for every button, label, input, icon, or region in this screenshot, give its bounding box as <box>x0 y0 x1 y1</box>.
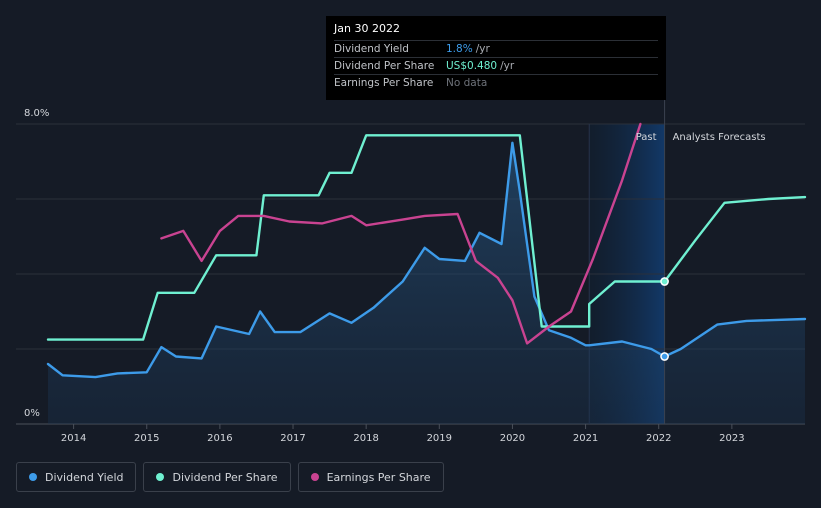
hover-markers <box>660 277 669 361</box>
tooltip-value: No data <box>446 77 488 89</box>
x-tick-label: 2014 <box>61 433 86 444</box>
legend-dividend-yield[interactable]: Dividend Yield <box>16 462 137 492</box>
dividend-per-share-line <box>46 134 807 341</box>
past-label: Past <box>636 132 657 143</box>
dividend-yield-dot-icon <box>29 473 37 481</box>
legend: Dividend Yield Dividend Per Share Earnin… <box>16 462 444 492</box>
legend-label: Dividend Per Share <box>172 470 278 484</box>
hover-marker <box>660 277 669 286</box>
earnings-per-share-dot-icon <box>310 473 319 481</box>
area-fills <box>48 142 805 425</box>
legend-dividend-per-share[interactable]: Dividend Per Share <box>143 462 291 492</box>
tooltip-label: Dividend Yield <box>334 43 409 55</box>
y-tick-label: 0% <box>24 408 40 419</box>
tooltip-row-dividend-yield: Dividend Yield 1.8% /yr <box>334 40 658 57</box>
series-lines <box>46 122 807 379</box>
dividend-yield-area <box>48 142 805 425</box>
x-tick-label: 2023 <box>719 433 744 444</box>
legend-label: Dividend Yield <box>45 470 124 484</box>
legend-label: Earnings Per Share <box>326 470 431 484</box>
y-tick-label: 8.0% <box>24 108 49 119</box>
tooltip-label: Dividend Per Share <box>334 60 435 72</box>
x-tick-label: 2022 <box>646 433 671 444</box>
x-tick-label: 2016 <box>207 433 232 444</box>
tooltip-value: US$0.480 <box>446 60 498 72</box>
dividend-yield-line <box>46 141 807 379</box>
tooltip-date: Jan 30 2022 <box>334 22 400 35</box>
x-axis: 2014 2015 2016 2017 2018 2019 2020 2021 2022 2023 <box>61 424 745 444</box>
earnings-per-share-line <box>160 122 642 345</box>
hover-marker <box>660 352 669 361</box>
tooltip: Jan 30 2022 Dividend Yield 1.8% /yr Divi… <box>326 16 666 100</box>
tooltip-unit: /yr <box>500 60 515 72</box>
x-tick-label: 2020 <box>500 433 525 444</box>
tooltip-unit: /yr <box>475 43 490 55</box>
tooltip-label: Earnings Per Share <box>334 77 434 89</box>
tooltip-row-dividend-per-share: Dividend Per Share US$0.480 /yr <box>334 57 658 74</box>
y-axis: 8.0% 0% <box>24 108 49 419</box>
x-tick-label: 2017 <box>280 433 305 444</box>
dividend-per-share-dot-icon <box>156 473 165 481</box>
tooltip-row-earnings-per-share: Earnings Per Share No data <box>334 74 658 91</box>
x-tick-label: 2018 <box>353 433 378 444</box>
x-tick-label: 2015 <box>134 433 159 444</box>
x-tick-label: 2021 <box>573 433 598 444</box>
forecast-label: Analysts Forecasts <box>673 132 766 143</box>
tooltip-value: 1.8% <box>446 43 473 55</box>
x-tick-label: 2019 <box>427 433 452 444</box>
legend-earnings-per-share[interactable]: Earnings Per Share <box>297 462 444 492</box>
